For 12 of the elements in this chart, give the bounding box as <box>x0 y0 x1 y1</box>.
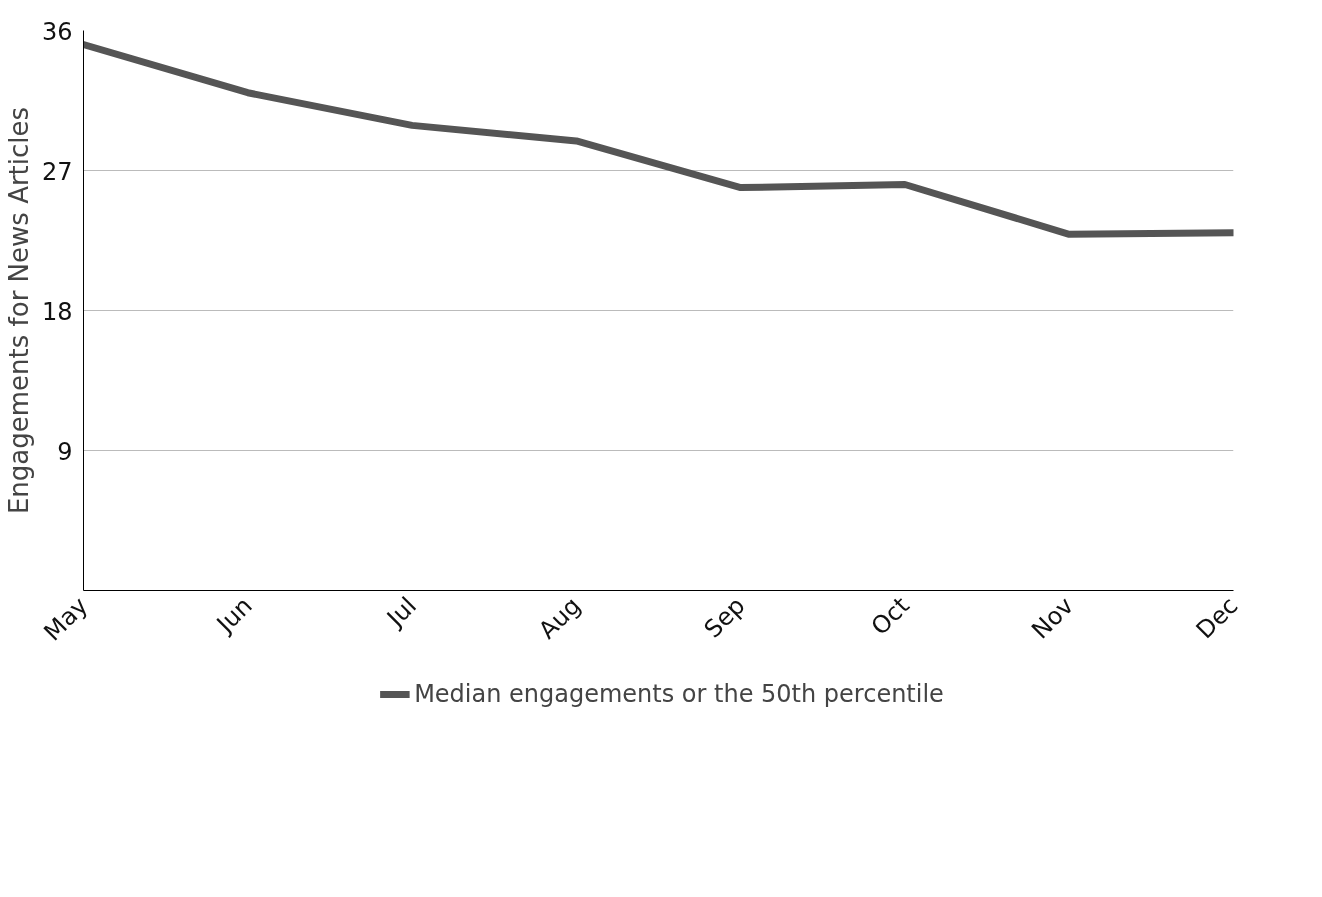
legend-label: Median engagements or the 50th percentile <box>414 680 944 708</box>
x-tick-label: Dec <box>1190 591 1244 645</box>
y-tick-label: 36 <box>41 17 73 46</box>
y-tick-label: 27 <box>41 157 73 186</box>
x-tick-label: Oct <box>865 591 915 641</box>
x-tick-label: Jul <box>380 591 422 634</box>
y-axis-title: Engagements for News Articles <box>3 106 34 515</box>
y-tick-label: 9 <box>57 437 73 466</box>
y-tick-label: 18 <box>41 297 73 326</box>
x-tick-label: Sep <box>698 591 751 644</box>
x-tick-label: Jun <box>209 591 258 640</box>
x-tick-label: Nov <box>1026 591 1080 645</box>
